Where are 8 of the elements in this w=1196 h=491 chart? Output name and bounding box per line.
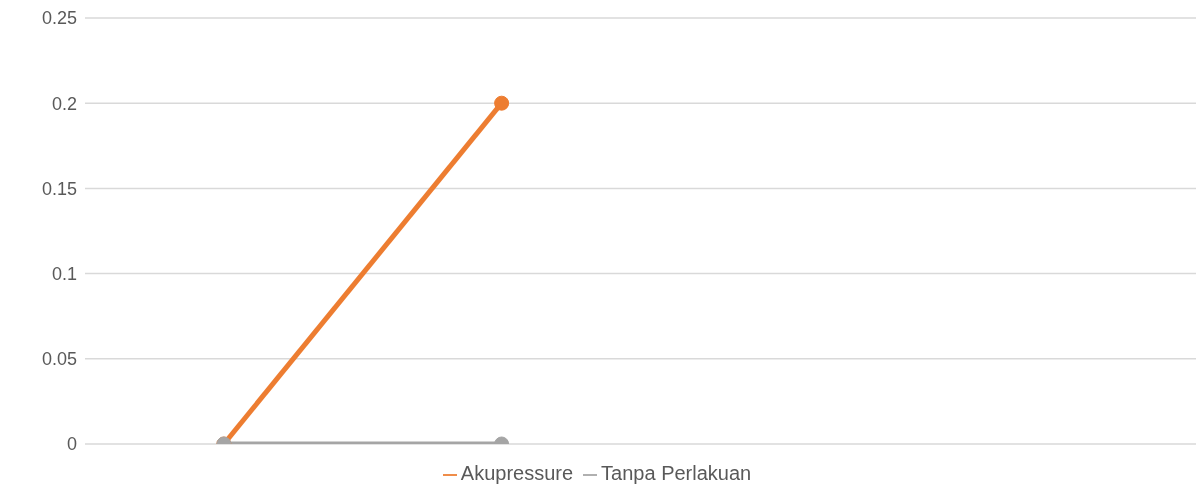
y-tick-label: 0.25 <box>41 8 77 29</box>
legend-label: Akupressure <box>460 462 574 484</box>
y-tick-label: 0.05 <box>41 349 77 370</box>
y-tick-label: 0.1 <box>51 263 77 284</box>
y-tick-label: 0.15 <box>41 178 77 199</box>
y-tick-label: 0.2 <box>51 93 77 114</box>
legend-label: Tanpa Perlakuan <box>601 462 752 484</box>
y-tick-label: 0 <box>66 434 77 455</box>
